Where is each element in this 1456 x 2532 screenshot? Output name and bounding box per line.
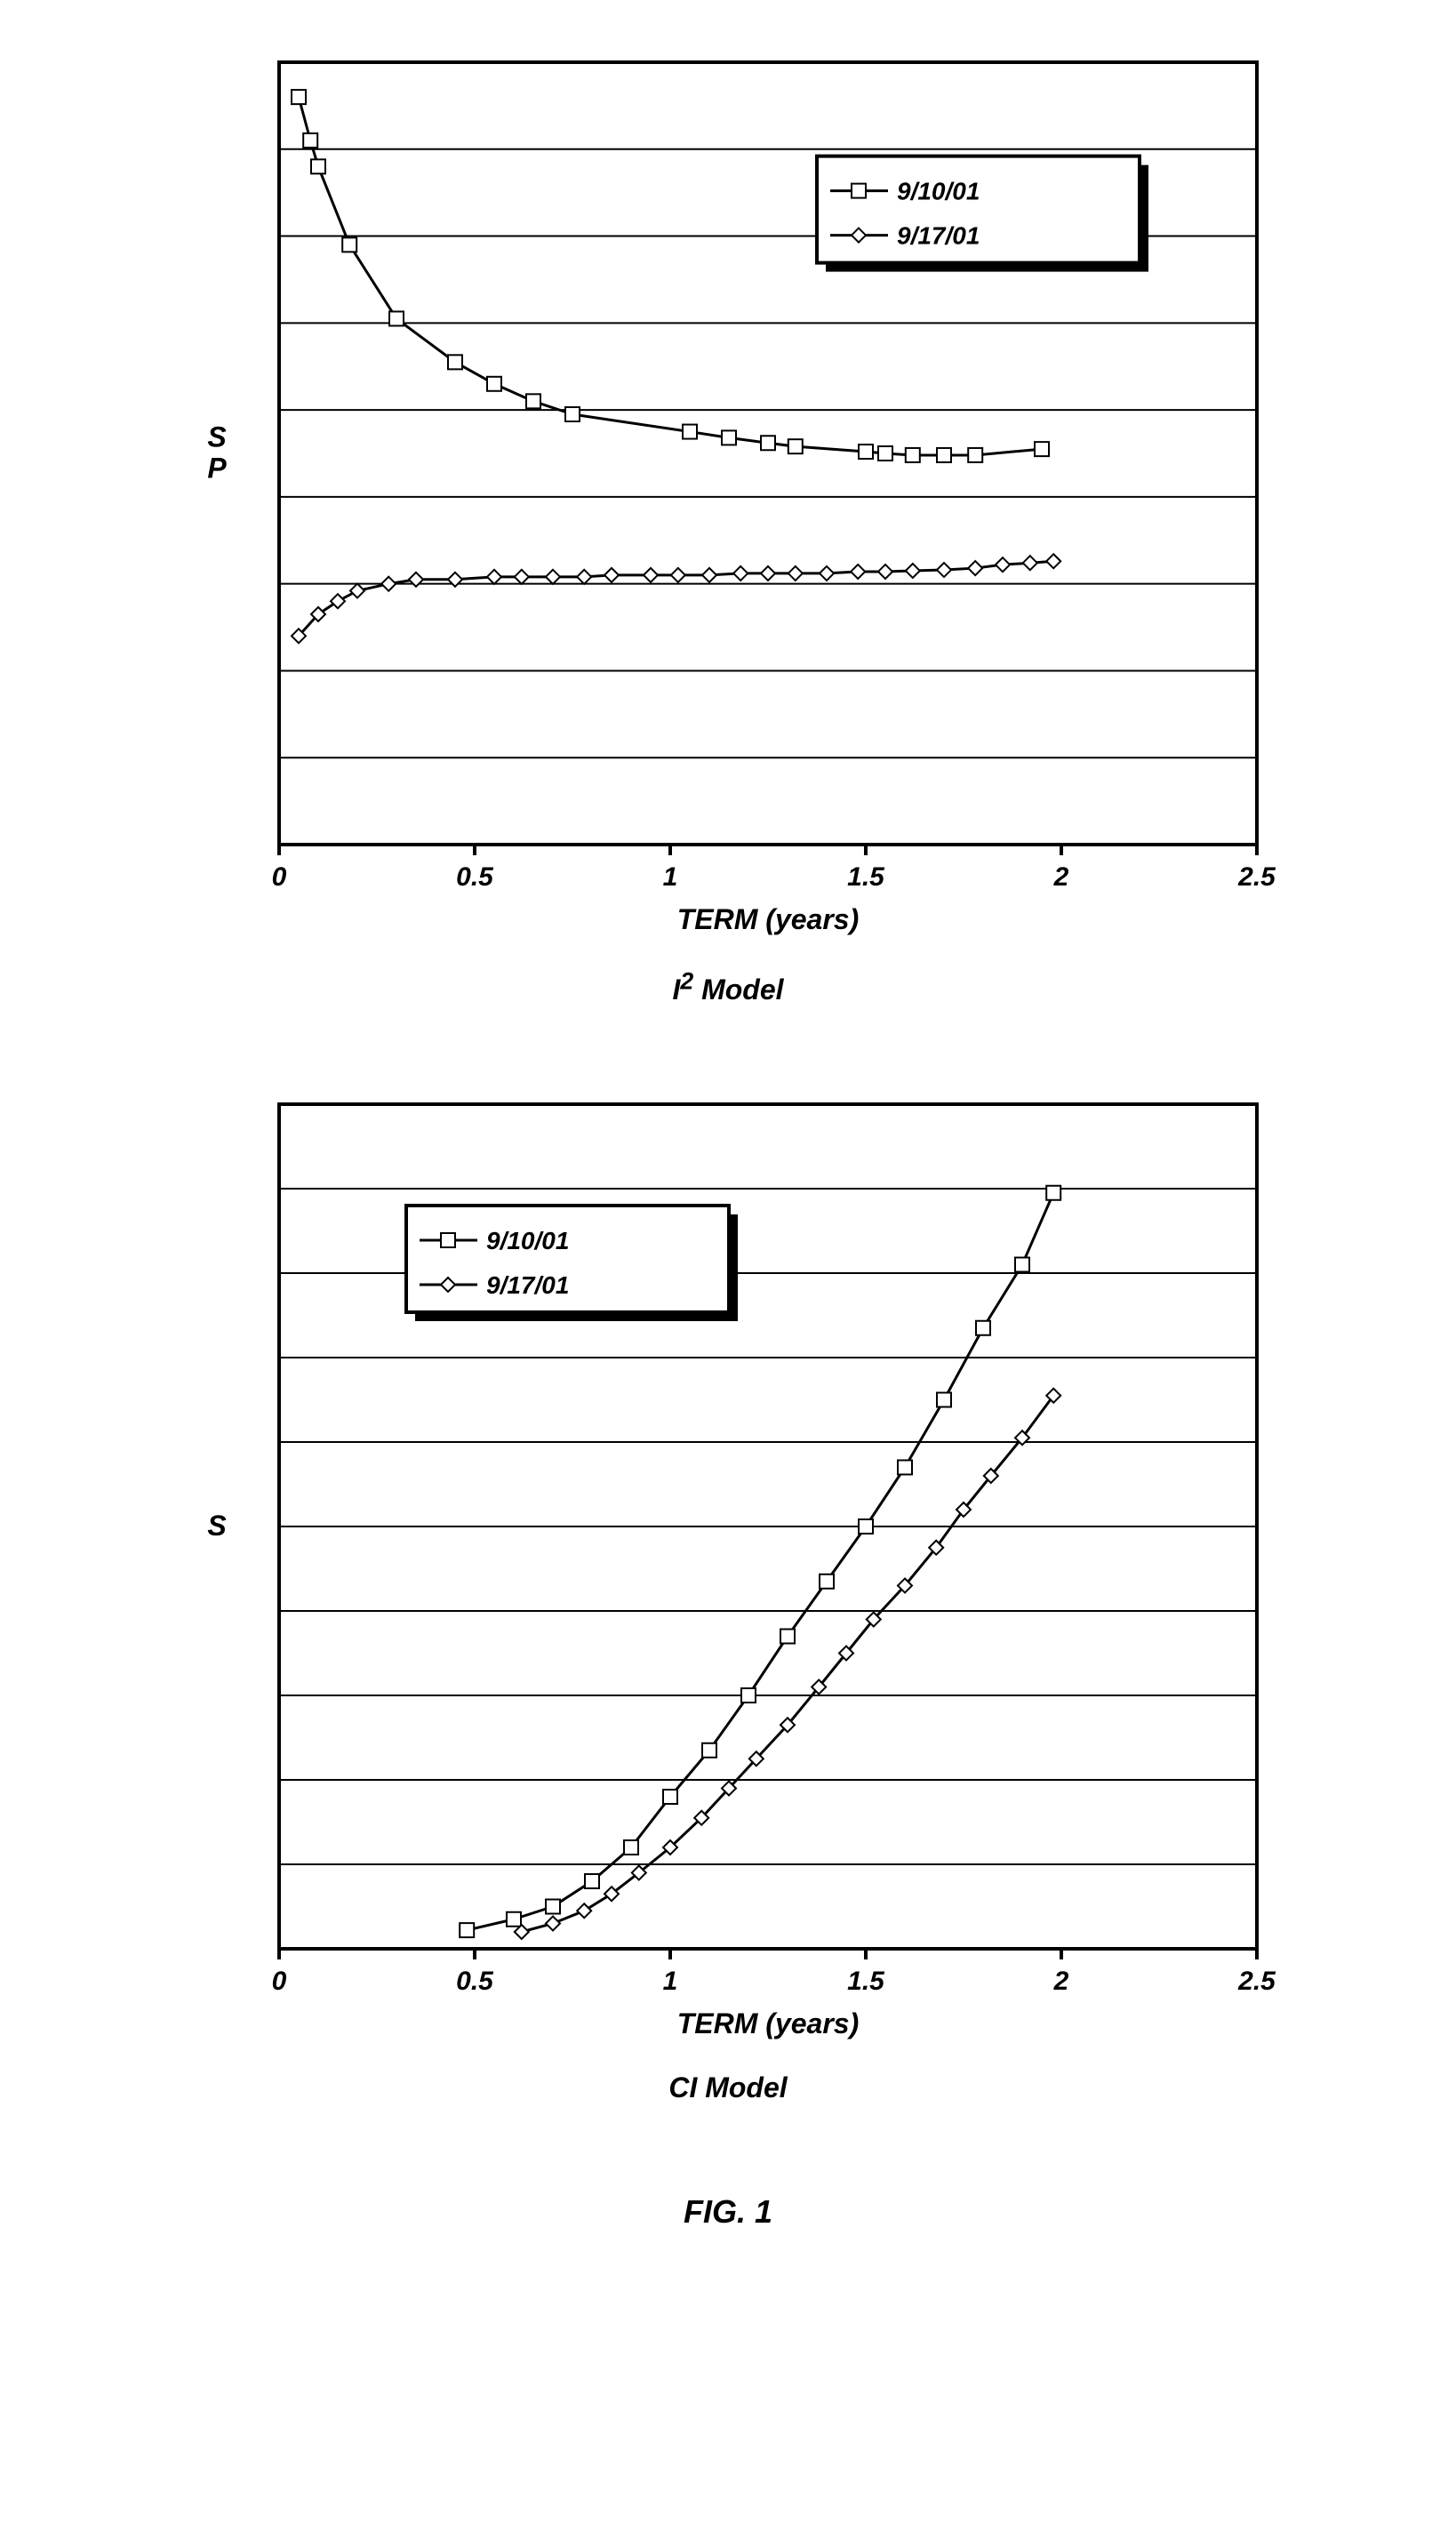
chart-2-subtitle: CI Model bbox=[668, 2071, 787, 2104]
chart-2-wrapper: 00.511.522.5TERM (years)S9/10/019/17/01 … bbox=[164, 1078, 1292, 2104]
svg-text:1: 1 bbox=[663, 1967, 678, 1996]
svg-text:2: 2 bbox=[1053, 862, 1069, 892]
chart-2-subtitle-text: CI Model bbox=[668, 2071, 787, 2103]
chart-1-subtitle-text: I2 Model bbox=[672, 974, 783, 1006]
chart-1-wrapper: 0 0.5 1 1.5 2 2.5 TERM (years) SP 9/10/01 9/17/01… bbox=[164, 36, 1292, 1006]
svg-text:TERM (years): TERM (years) bbox=[677, 2007, 860, 2039]
chart-1-svg: 0 0.5 1 1.5 2 2.5 TERM (years) SP 9/10/01 9/17/01 bbox=[164, 36, 1292, 960]
svg-text:9/10/01: 9/10/01 bbox=[897, 178, 980, 205]
svg-text:1.5: 1.5 bbox=[847, 1967, 885, 1996]
chart-2-svg: 0 0.5 1 1.5 2 2.5 TERM (years) S 9/10/01 9/17/01 bbox=[164, 1078, 1292, 2064]
svg-text:2: 2 bbox=[1053, 1967, 1069, 1996]
svg-text:1.5: 1.5 bbox=[847, 862, 885, 892]
svg-text:TERM (years): TERM (years) bbox=[677, 903, 860, 935]
svg-text:0: 0 bbox=[272, 862, 287, 892]
svg-text:S: S bbox=[207, 421, 227, 453]
chart-1-subtitle: I2 Model bbox=[672, 967, 783, 1006]
svg-text:9/17/01: 9/17/01 bbox=[486, 1271, 569, 1299]
svg-text:1: 1 bbox=[663, 862, 678, 892]
svg-text:S: S bbox=[207, 1510, 227, 1542]
svg-text:9/17/01: 9/17/01 bbox=[897, 222, 980, 250]
svg-text:0.5: 0.5 bbox=[456, 862, 494, 892]
svg-text:2.5: 2.5 bbox=[1237, 862, 1276, 892]
svg-text:0: 0 bbox=[272, 1967, 287, 1996]
figure-label: FIG. 1 bbox=[684, 2193, 772, 2231]
svg-text:P: P bbox=[207, 453, 227, 485]
svg-text:9/10/01: 9/10/01 bbox=[486, 1227, 569, 1254]
svg-text:2.5: 2.5 bbox=[1237, 1967, 1276, 1996]
svg-text:0.5: 0.5 bbox=[456, 1967, 494, 1996]
